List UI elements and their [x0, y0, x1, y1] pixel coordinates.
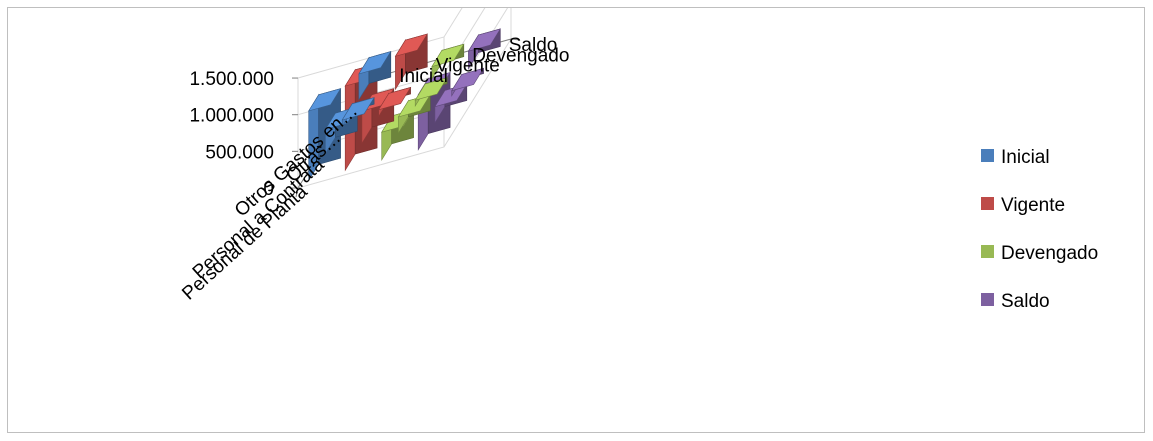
legend-item-vigente: Vigente	[981, 195, 1065, 216]
legend-swatch	[981, 293, 994, 306]
legend-item-inicial: Inicial	[981, 147, 1050, 168]
chart-frame: 0 500.000 1.000.000 1.500.000 Personal de P…	[7, 7, 1145, 433]
legend-label: Devengado	[1001, 243, 1098, 264]
bar-vigente-2	[378, 86, 412, 118]
depth-label: Inicial	[399, 66, 448, 87]
legend-item-saldo: Saldo	[981, 291, 1050, 312]
legend-swatch	[981, 149, 994, 162]
bar-inicial-3	[358, 51, 392, 101]
legend-label: Saldo	[1001, 291, 1050, 312]
y-tick-label: 500.000	[205, 142, 274, 163]
gridline	[297, 8, 463, 79]
bar-inicial-2	[341, 97, 375, 128]
depth-label: Saldo	[509, 35, 558, 56]
bar-saldo-2	[451, 67, 485, 97]
legend-label: Inicial	[1001, 147, 1050, 168]
legend-label: Vigente	[1001, 195, 1065, 216]
y-axis-tick-labels: 0 500.000 1.000.000 1.500.000	[189, 69, 298, 200]
y-tick-label: 0	[263, 179, 274, 200]
bars	[308, 28, 501, 182]
bar-vigente-3	[394, 33, 428, 91]
bar-devengado-2	[414, 77, 448, 108]
x-tick	[295, 187, 299, 198]
legend-item-devengado: Devengado	[981, 243, 1098, 264]
bar-devengado-1	[397, 94, 431, 135]
bar-saldo-1	[434, 83, 468, 124]
depth-label: Vigente	[436, 56, 500, 77]
z-tick	[510, 38, 521, 41]
y-tick-label: 1.500.000	[189, 69, 274, 90]
chart-3d-column: 0 500.000 1.000.000 1.500.000 Personal de P…	[178, 8, 1098, 312]
depth-label: Devengado	[472, 45, 569, 66]
legend-swatch	[981, 197, 994, 210]
y-tick-label: 1.000.000	[189, 106, 274, 127]
legend-swatch	[981, 245, 994, 258]
bar-saldo-3	[467, 28, 501, 70]
bar-devengado-3	[431, 43, 465, 81]
legend: Inicial Vigente Devengado Saldo	[981, 147, 1098, 312]
